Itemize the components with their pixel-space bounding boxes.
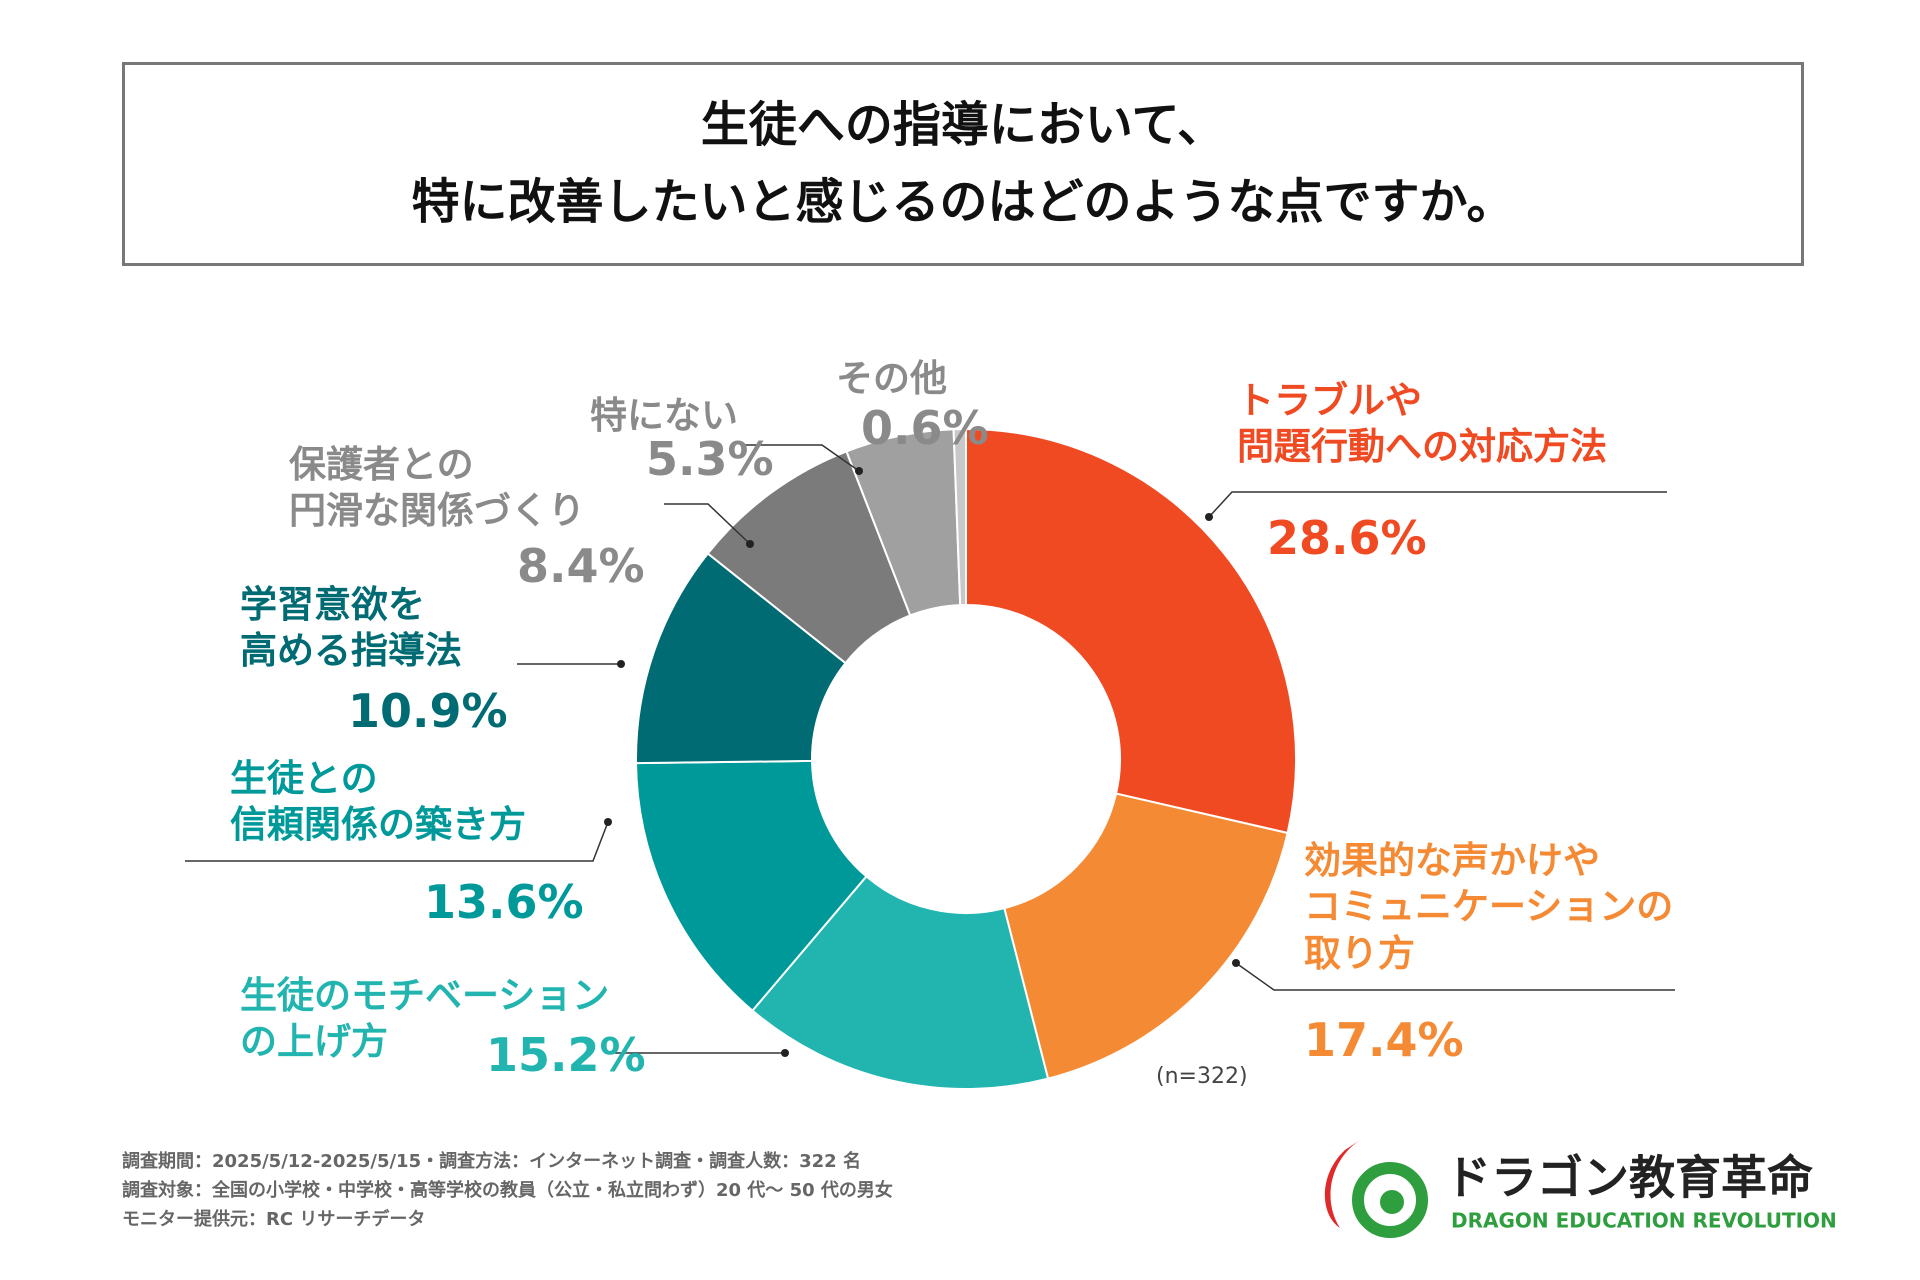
leader-line [185, 821, 609, 862]
leader-dot [617, 660, 625, 668]
category-label: その他 [836, 357, 947, 400]
value-label: 17.4% [1304, 1013, 1464, 1067]
logo-subtitle: DRAGON EDUCATION REVOLUTION [1451, 1209, 1837, 1233]
donut-slice [965, 427, 1297, 835]
footnote: 調査対象：全国の小学校・中学校・高等学校の教員（公立・私立問わず）20 代〜 5… [122, 1180, 893, 1201]
value-label: 28.6% [1267, 511, 1427, 565]
value-label: 5.3% [646, 432, 774, 486]
value-label: 0.6% [861, 401, 989, 455]
category-label: 生徒のモチベーション の上げ方 [240, 974, 610, 1064]
leader-dot [746, 540, 754, 548]
category-label: トラブルや 問題行動への対応方法 [1237, 379, 1607, 469]
leader-line [1235, 962, 1675, 991]
leader-dot [1232, 959, 1240, 967]
chart-title: 生徒への指導において、 特に改善したいと感じるのはどのような点ですか。 [122, 62, 1804, 266]
leader-line [742, 444, 860, 472]
leader-dot [604, 818, 612, 826]
donut-slice [1003, 792, 1289, 1080]
sample-note: (n=322) [1156, 1064, 1248, 1089]
value-label: 10.9% [348, 684, 508, 738]
donut-slice [952, 427, 967, 607]
leader-dot [1205, 513, 1213, 521]
leader-line [1208, 491, 1667, 518]
footnote: モニター提供元：RC リサーチデータ [122, 1209, 426, 1230]
logo-name: ドラゴン教育革命 [1445, 1151, 1813, 1205]
category-label: 生徒との 信頼関係の築き方 [230, 757, 526, 847]
category-label: 効果的な声かけや コミュニケーションの 取り方 [1304, 839, 1674, 975]
value-label: 15.2% [486, 1028, 646, 1082]
category-label: 保護者との 円滑な関係づくり [289, 443, 585, 533]
donut-slice [635, 759, 868, 1013]
value-label: 13.6% [424, 875, 584, 929]
donut-slice [751, 875, 1050, 1090]
leader-line [664, 503, 751, 545]
footnote: 調査期間：2025/5/12-2025/5/15・調査方法：インターネット調査・… [122, 1151, 861, 1172]
logo-mark [1324, 1140, 1428, 1238]
leader-dot [781, 1049, 789, 1057]
category-label: 学習意欲を 高める指導法 [240, 583, 462, 673]
category-label: 特にない [590, 394, 738, 437]
leader-dot [855, 467, 863, 475]
value-label: 8.4% [517, 539, 645, 593]
